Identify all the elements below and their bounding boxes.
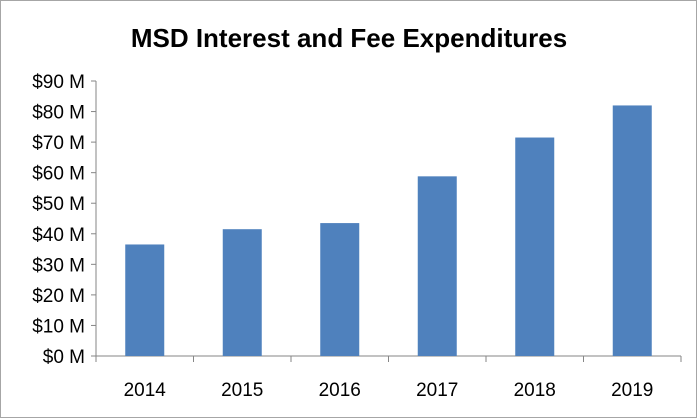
x-axis: 2014 2015 2016 2017 2018 2019 [95,355,682,401]
y-tick-label: $90 M [32,72,85,93]
y-tick-label: $0 M [43,347,85,368]
x-tick-label: 2018 [514,380,556,401]
x-tick-label: 2014 [124,380,167,401]
bar-2014 [125,244,165,356]
bar-2016 [320,223,360,356]
x-tick-label: 2015 [221,380,263,401]
y-tick-label: $40 M [32,225,85,246]
chart-title: MSD Interest and Fee Expenditures [131,23,567,53]
y-tick-label: $10 M [32,316,85,337]
x-tick-label: 2017 [416,380,458,401]
y-tick-label: $20 M [32,286,85,307]
y-tick-label: $50 M [32,194,85,215]
y-tick-label: $60 M [32,164,85,185]
y-tick-label: $70 M [32,133,85,154]
bar-2017 [417,176,457,356]
bar-2019 [612,105,652,356]
bar-2015 [222,229,262,356]
y-tick-label: $30 M [32,255,85,276]
x-tick-label: 2016 [319,380,361,401]
bars [125,105,652,356]
y-tick-label: $80 M [32,103,85,124]
x-tick-label: 2019 [611,380,653,401]
bar-2018 [515,137,555,356]
y-axis: $0 M $10 M $20 M $30 M $40 M $50 M $60 M $70 M $… [32,72,97,368]
